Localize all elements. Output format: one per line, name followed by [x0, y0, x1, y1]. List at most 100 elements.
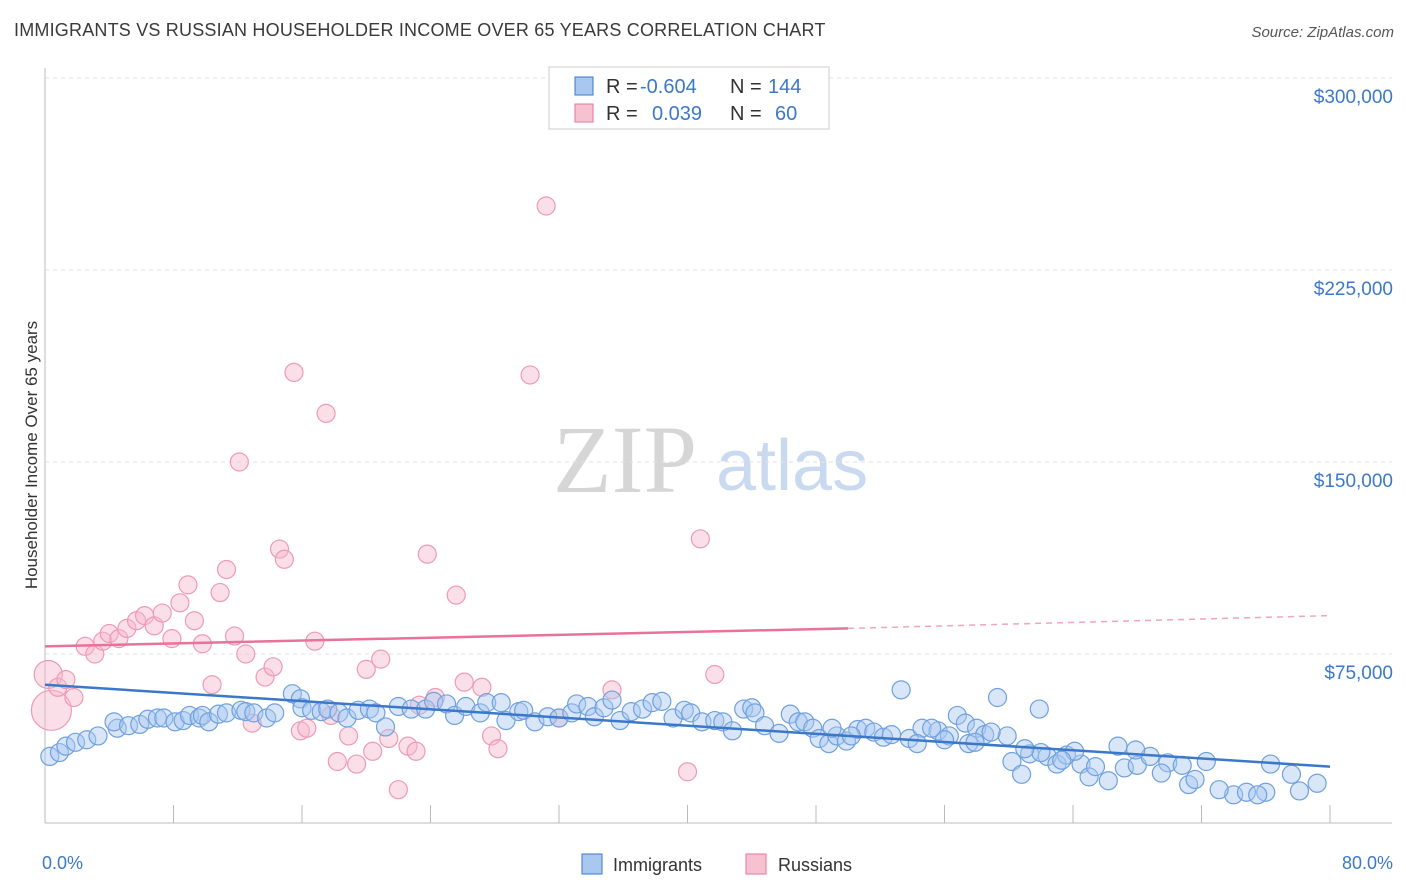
immigrants-points [40, 680, 1327, 805]
immigrants-point [436, 694, 457, 714]
immigrants-point [337, 708, 357, 728]
y-tick-label-3: $300,000 [1314, 87, 1393, 108]
immigrants-point [769, 723, 789, 743]
russians-point [297, 718, 317, 738]
russians-point [417, 544, 437, 564]
trend-lines [44, 614, 1331, 768]
russians-point [99, 623, 119, 644]
immigrants-point [981, 722, 1001, 742]
legend-r-label-immigrants: R = [606, 76, 638, 98]
immigrants-point [1151, 763, 1171, 783]
immigrants-point [77, 730, 97, 750]
legend-n-immigrants: 144 [768, 76, 801, 98]
immigrants-point [594, 698, 614, 718]
legend-n-label-immigrants: N = [730, 76, 762, 98]
immigrants-point [199, 712, 219, 732]
immigrants-point [208, 704, 229, 724]
legend-box [548, 66, 830, 130]
axes [44, 68, 1392, 824]
y-tick-label-0: $75,000 [1324, 663, 1393, 684]
russians-point [178, 575, 198, 595]
russians-point [316, 403, 336, 423]
russians-point [406, 741, 426, 761]
russians-point [371, 649, 391, 669]
russians-point [64, 687, 84, 708]
immigrants-point [1011, 764, 1032, 784]
source-credit: Source: ZipAtlas.com [1251, 24, 1394, 41]
russians-point [109, 629, 129, 649]
immigrants-point [138, 709, 158, 729]
russians-point [184, 611, 204, 631]
russians-point [229, 452, 249, 472]
russians-point [236, 644, 256, 664]
immigrants-point [907, 733, 927, 754]
immigrants-point [1196, 751, 1216, 772]
chart-title: IMMIGRANTS VS RUSSIAN HOUSEHOLDER INCOME… [14, 20, 826, 40]
russians-point [210, 582, 230, 603]
immigrants-point [734, 699, 754, 719]
russians-point [472, 677, 492, 697]
legend-r-russians: 0.039 [652, 103, 702, 125]
immigrants-point [742, 698, 762, 718]
legend-r-immigrants: -0.604 [640, 76, 697, 98]
russians-point [284, 362, 304, 382]
immigrants-point [189, 708, 209, 728]
immigrants-point [602, 690, 622, 710]
x-tick-label-1: 80.0% [1342, 853, 1393, 873]
immigrants-point [56, 736, 76, 756]
russians-point [33, 659, 63, 690]
russians-point [170, 593, 190, 613]
immigrants-point [965, 732, 985, 752]
immigrants-point [1172, 755, 1192, 775]
immigrants-point [88, 726, 108, 746]
russians-point [327, 751, 347, 772]
russians-point [224, 626, 245, 646]
immigrants-point [40, 746, 60, 767]
legend-n-russians: 60 [775, 103, 797, 125]
immigrants-point [65, 732, 86, 752]
russians-point [363, 741, 383, 761]
russians-point [216, 559, 237, 580]
immigrants-point [1052, 750, 1072, 770]
russians-point [255, 667, 275, 687]
russians-point [520, 365, 540, 385]
immigrants-point [1079, 767, 1099, 787]
immigrants-point [578, 696, 598, 717]
russians-point [690, 529, 710, 549]
immigrants-point [375, 717, 396, 737]
immigrants-point [912, 718, 932, 738]
immigrants-point [987, 687, 1008, 708]
russians-point [202, 675, 222, 695]
russians-point [117, 618, 137, 639]
immigrants-point [1098, 771, 1118, 791]
immigrants-point [1281, 764, 1302, 784]
immigrants-point [891, 680, 911, 700]
legend-swatch-immigrants [574, 76, 594, 96]
immigrants-point [642, 693, 662, 713]
immigrants-point [154, 708, 174, 728]
watermark-atlas: atlas [716, 426, 868, 506]
immigrants-point [173, 710, 193, 731]
russians-point [152, 603, 172, 623]
legend-n-label-russians: N = [730, 103, 762, 125]
immigrants-point [1029, 699, 1049, 719]
immigrants-point [1289, 781, 1310, 801]
bottom-legend-swatch-immigrants [581, 853, 603, 875]
bottom-legend-immigrants: Immigrants [613, 855, 702, 875]
immigrants-point [1179, 774, 1199, 795]
russians-point [30, 689, 73, 731]
immigrants-point [997, 726, 1017, 746]
russians-point [388, 780, 408, 800]
russians-point [242, 713, 262, 733]
immigrants-point [1002, 751, 1022, 772]
y-tick-labels: $75,000 $150,000 $225,000 $300,000 [1314, 87, 1393, 684]
y-tick-label-2: $225,000 [1314, 279, 1393, 300]
russians-points [30, 196, 725, 800]
russians-point [705, 664, 725, 685]
immigrants-point [705, 710, 725, 731]
immigrants-point [1158, 753, 1178, 773]
immigrants-point [822, 718, 842, 738]
russians-point [602, 680, 622, 700]
immigrants-point [1236, 782, 1257, 802]
